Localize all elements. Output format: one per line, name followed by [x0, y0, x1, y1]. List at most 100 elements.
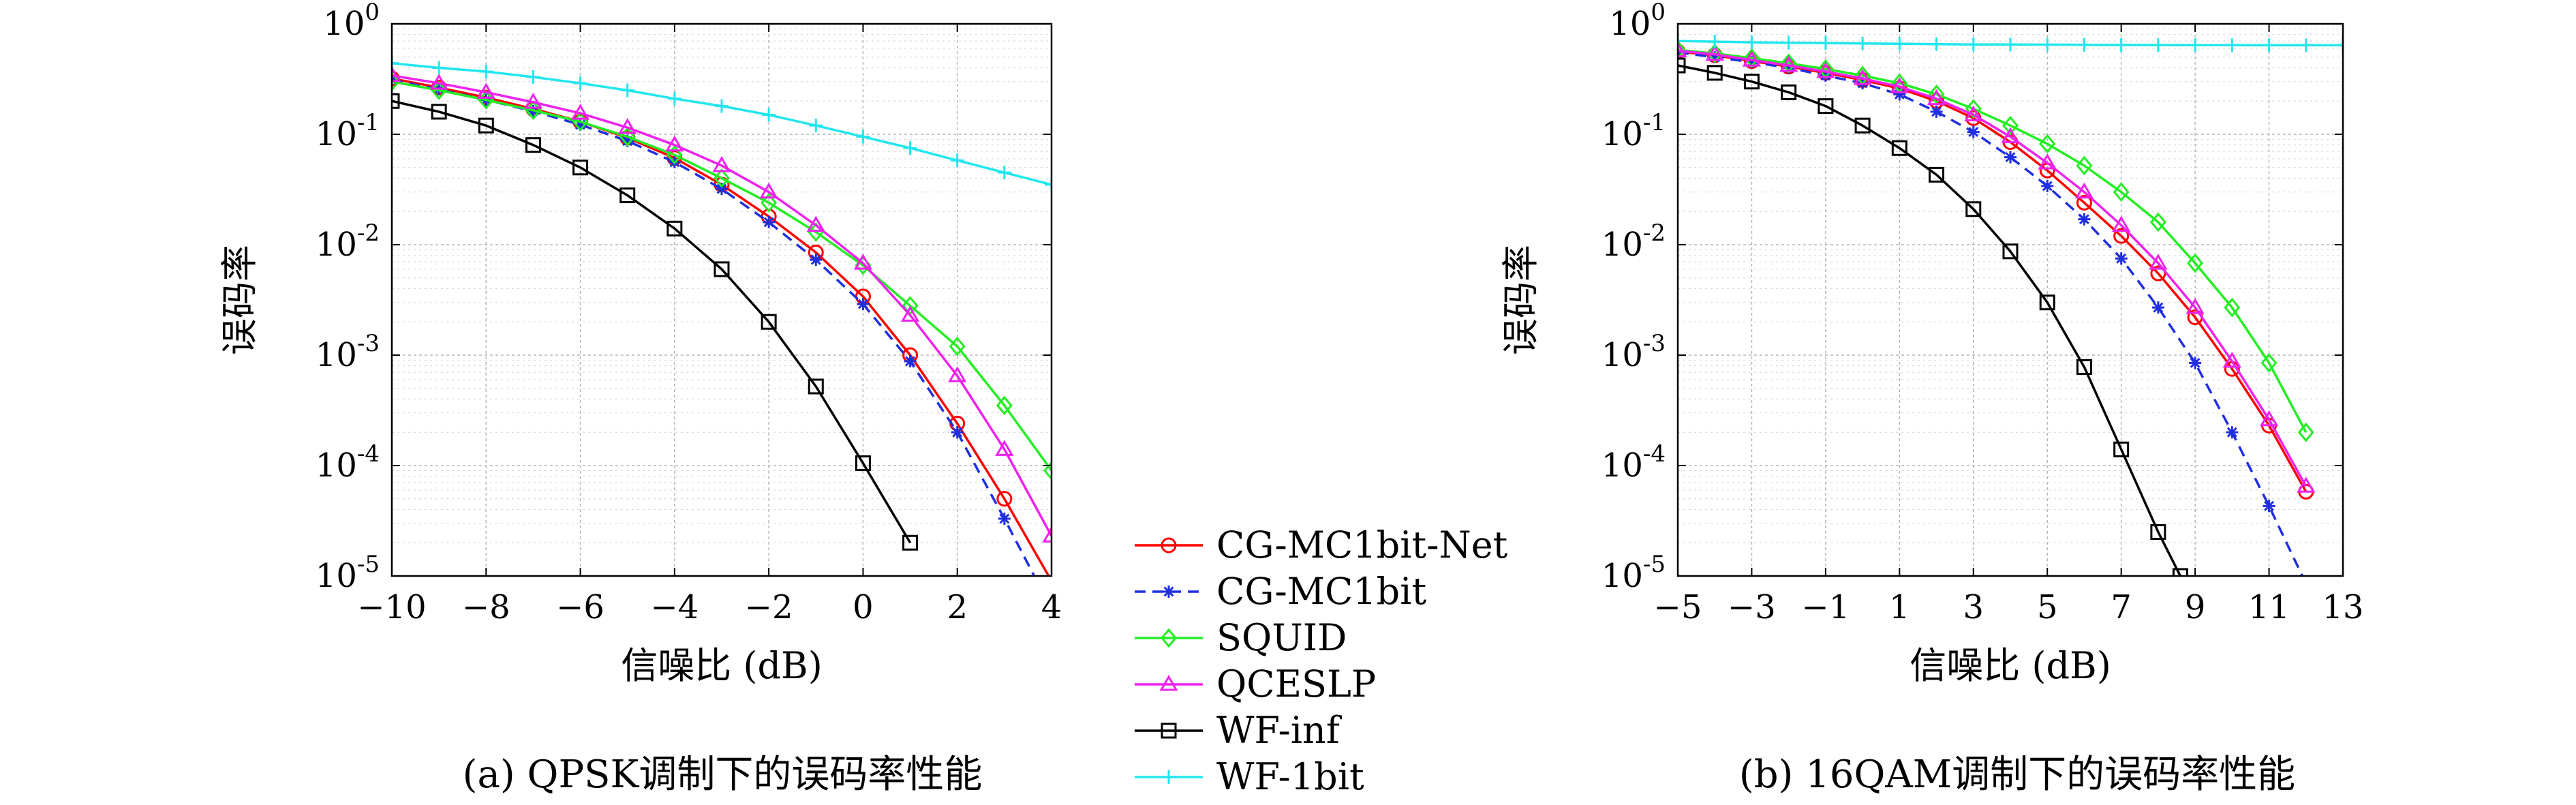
x-tick-label: 2 [947, 588, 968, 626]
data-point [2002, 243, 2019, 260]
series-line-squid [1678, 48, 2307, 434]
series-wf1 [392, 56, 1052, 192]
data-point [2260, 353, 2278, 373]
series-line-wfinf [1678, 64, 2181, 576]
data-point [479, 64, 493, 78]
data-point [1966, 37, 1980, 52]
data-point [808, 378, 824, 395]
data-point [432, 61, 446, 75]
x-axis-label: 信噪比 (dB) [1910, 644, 2111, 687]
data-point [761, 314, 777, 330]
data-point [573, 76, 587, 91]
data-point [761, 193, 778, 213]
chart-qpsk: −10 −8 −6 −4 −2 0 2 4 100 10-1 10-2 10-3 10-4 10-5 信噪比… [218, 0, 1062, 797]
data-point [1043, 461, 1052, 481]
data-point [950, 153, 964, 168]
data-point [997, 166, 1011, 180]
y-tick-label: 10-5 [1601, 551, 1666, 595]
data-point [574, 119, 587, 132]
x-tick-label: 5 [2037, 588, 2058, 626]
data-point [810, 254, 823, 267]
legend-marker [1163, 586, 1175, 598]
data-point [1928, 85, 1945, 104]
y-tick-label: 10-3 [1601, 330, 1666, 374]
data-point [2039, 134, 2056, 154]
data-point [996, 395, 1013, 416]
data-point [714, 261, 730, 277]
data-point [2189, 356, 2202, 369]
data-point [2224, 297, 2241, 318]
x-tick-label: 4 [1041, 588, 1062, 626]
x-tick-label: −10 [357, 588, 426, 626]
data-point [2226, 426, 2239, 439]
data-point [2078, 213, 2091, 226]
data-point [1781, 84, 1797, 100]
y-tick-label: 100 [1609, 0, 1666, 43]
data-point [2187, 253, 2204, 273]
data-point [857, 298, 870, 311]
legend-box [1128, 511, 1530, 805]
data-point [1818, 36, 1833, 50]
data-point [1967, 125, 1980, 138]
y-tick-label: 10-2 [1601, 219, 1666, 264]
data-point [667, 91, 681, 106]
data-point [2149, 212, 2166, 232]
x-tick-label: 11 [2248, 588, 2290, 626]
data-point [856, 130, 870, 144]
data-point [2041, 179, 2054, 192]
data-point [2002, 115, 2019, 136]
legend-label: SQUID [1216, 616, 1347, 659]
series-qceslp [392, 65, 1052, 543]
data-point [903, 141, 917, 155]
data-point [570, 104, 590, 120]
data-point [478, 117, 494, 134]
data-point [1708, 50, 1721, 63]
series-wf1 [1678, 34, 2343, 52]
data-point [621, 134, 634, 147]
data-point [902, 534, 919, 551]
y-tick-label: 100 [323, 0, 380, 43]
data-point [2074, 182, 2094, 199]
data-point [712, 156, 731, 172]
legend-label: WF-1bit [1216, 755, 1364, 798]
data-point [948, 366, 967, 382]
data-point [1854, 117, 1871, 134]
data-point [476, 82, 495, 99]
data-point [2076, 155, 2093, 176]
legend-marker [1159, 675, 1178, 691]
x-tick-label: 0 [853, 588, 874, 626]
legend-item-cg: CG-MC1bit [1135, 570, 1427, 613]
series-squid [1678, 40, 2314, 442]
data-point [1745, 56, 1758, 69]
data-point [1964, 105, 1983, 121]
x-tick-label: 7 [2111, 588, 2132, 626]
series-cgnet [1678, 44, 2314, 500]
legend-item-qceslp: QCESLP [1135, 663, 1376, 705]
series-line-qceslp [392, 74, 1052, 537]
series-wfinf [1678, 57, 2188, 576]
data-point [2149, 254, 2168, 270]
data-point [2297, 422, 2314, 442]
x-axis-label: 信噪比 (dB) [621, 644, 823, 687]
data-point [1892, 37, 1907, 51]
x-tick-label: 13 [2322, 588, 2363, 626]
data-point [1782, 61, 1795, 74]
series-wfinf [392, 93, 919, 551]
chart-caption: (a) QPSK调制下的误码率性能 [463, 753, 983, 797]
x-tick-label: 1 [1889, 588, 1910, 626]
data-point [666, 220, 683, 237]
data-point [2259, 410, 2279, 427]
data-point [2077, 37, 2091, 52]
data-point [716, 183, 728, 196]
data-point [1678, 41, 1687, 58]
data-point [806, 215, 825, 232]
data-point [392, 93, 400, 109]
data-point [2225, 38, 2239, 52]
data-point [1893, 88, 1906, 101]
data-point [2038, 153, 2057, 170]
data-point [1965, 99, 1982, 119]
data-point [1890, 77, 1909, 93]
chart-16qam: −5 −3 −1 1 3 5 7 9 11 1310010-110-210-310-410-5信噪… [1499, 0, 2364, 797]
data-point [1891, 140, 1907, 156]
legend-label: QCESLP [1216, 663, 1376, 705]
